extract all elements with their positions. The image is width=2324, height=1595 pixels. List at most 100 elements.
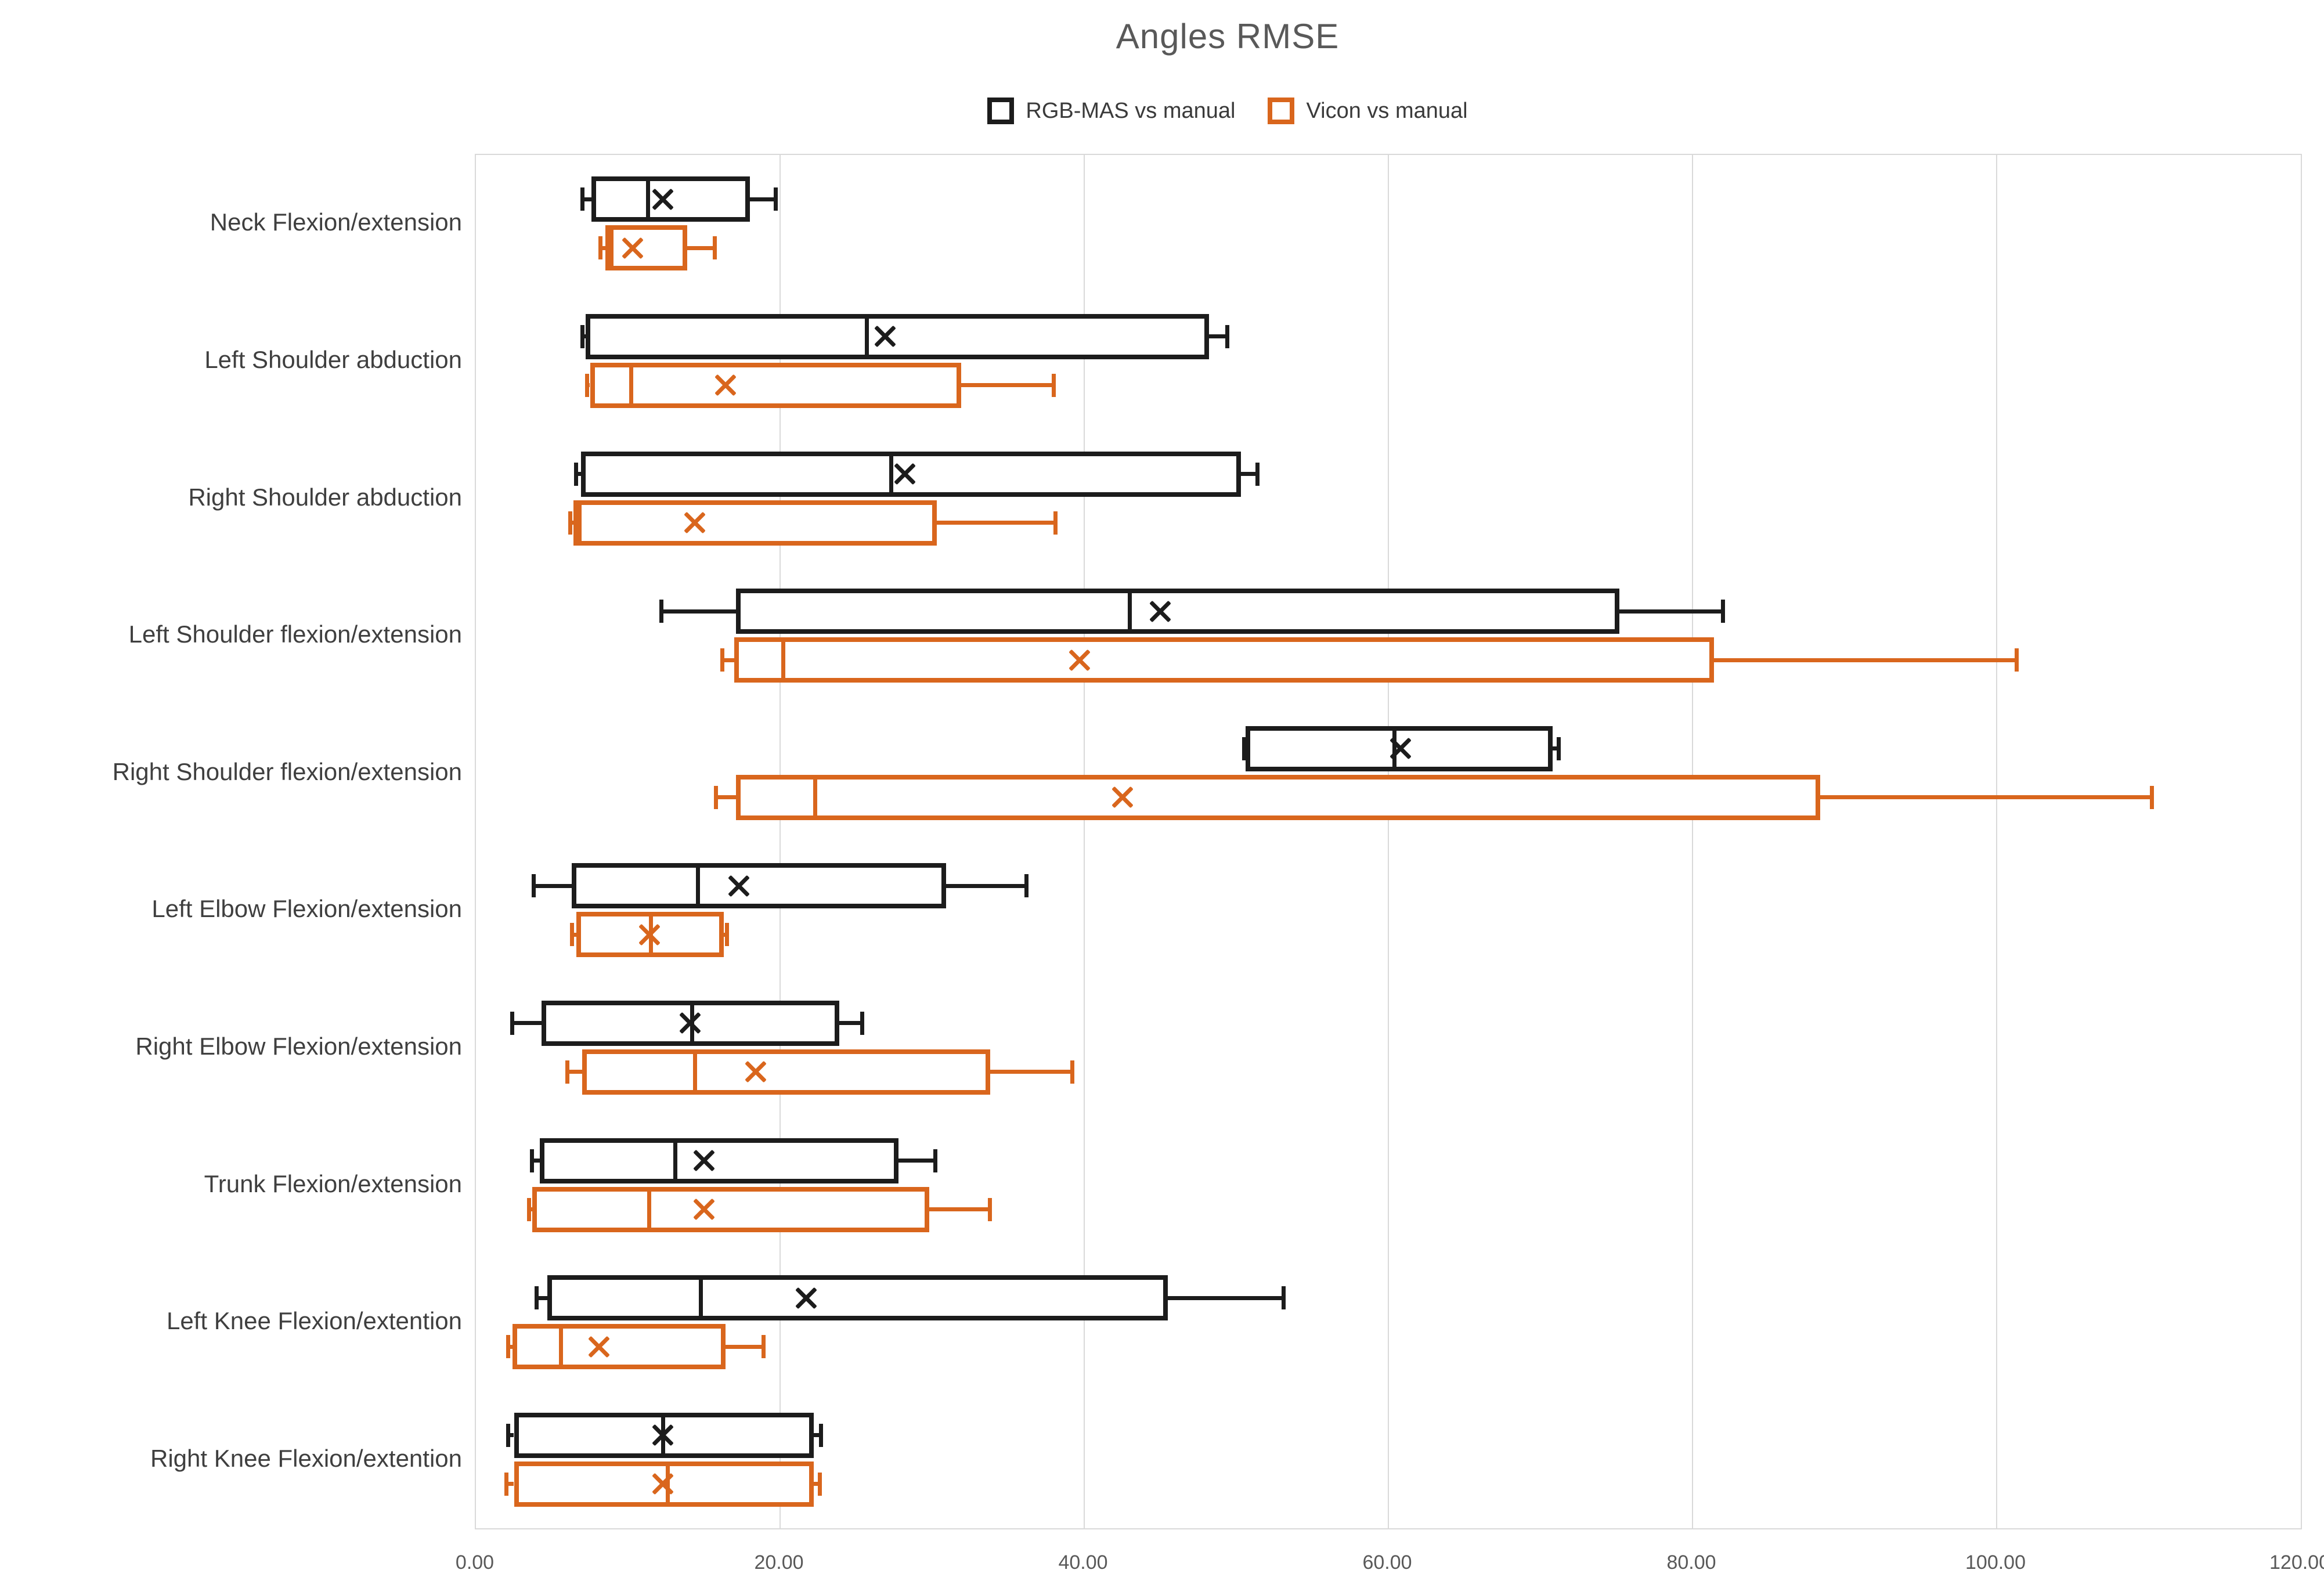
whisker-low-cap	[532, 874, 536, 898]
whisker-high-line	[929, 1207, 990, 1211]
whisker-low-line	[508, 1344, 513, 1349]
mean-marker	[894, 463, 916, 485]
legend-swatch-vicon	[1268, 98, 1295, 124]
whisker-high-line	[1168, 1296, 1284, 1300]
box-rgbmas-row-1	[585, 313, 1209, 359]
whisker-high-line	[990, 1070, 1073, 1074]
whisker-low-line	[512, 1021, 542, 1026]
whisker-low-cap	[506, 1423, 510, 1447]
x-tick-label: 0.00	[455, 1551, 495, 1574]
whisker-high-line	[1713, 658, 2017, 662]
legend-item-rgbmas: RGB-MAS vs manual	[987, 98, 1235, 124]
whisker-high-line	[839, 1021, 863, 1026]
whisker-low-cap	[568, 511, 572, 535]
gridline-x-40	[1084, 155, 1085, 1528]
whisker-low-line	[600, 246, 605, 250]
mean-marker	[874, 326, 896, 348]
whisker-high-line	[749, 197, 776, 201]
whisker-high-line	[1619, 609, 1723, 614]
whisker-low-line	[506, 1482, 514, 1486]
mean-marker	[679, 1012, 701, 1034]
box-vicon-row-6	[582, 1049, 990, 1095]
box-rgbmas-row-2	[580, 451, 1241, 497]
legend-label-rgbmas: RGB-MAS vs manual	[1026, 98, 1236, 123]
category-label: Left Shoulder abduction	[204, 345, 462, 373]
category-label: Neck Flexion/extension	[210, 208, 462, 236]
category-label: Right Elbow Flexion/extension	[135, 1032, 462, 1060]
box-vicon-row-1	[590, 362, 961, 408]
median-line	[577, 500, 582, 546]
whisker-low-line	[533, 883, 572, 888]
legend: RGB-MAS vs manual Vicon vs manual	[357, 98, 2098, 124]
legend-swatch-rgbmas	[987, 98, 1015, 124]
whisker-high-cap	[1024, 874, 1029, 898]
mean-marker	[714, 374, 737, 396]
whisker-high-cap	[1070, 1060, 1074, 1084]
median-line	[629, 362, 633, 408]
mean-marker	[652, 1473, 674, 1495]
mean-marker	[622, 237, 644, 259]
median-line	[864, 313, 869, 359]
whisker-low-cap	[569, 923, 574, 947]
whisker-low-cap	[720, 648, 724, 672]
whisker-high-cap	[819, 1423, 824, 1447]
whisker-high-cap	[1720, 600, 1725, 623]
gridline-x-20	[780, 155, 781, 1528]
whisker-low-cap	[504, 1472, 508, 1496]
gridline-x-60	[1388, 155, 1389, 1528]
box-rgbmas-row-8	[547, 1275, 1168, 1321]
median-line	[1128, 589, 1132, 634]
whisker-high-line	[813, 1482, 820, 1486]
whisker-high-cap	[1255, 462, 1260, 486]
whisker-high-cap	[2149, 785, 2154, 809]
whisker-high-cap	[817, 1472, 822, 1496]
mean-marker	[745, 1061, 767, 1083]
whisker-high-line	[813, 1433, 821, 1438]
whisker-high-cap	[860, 1011, 864, 1035]
whisker-high-cap	[933, 1149, 937, 1172]
whisker-high-line	[1552, 746, 1559, 751]
mean-marker	[1112, 786, 1134, 809]
mean-marker	[652, 1424, 674, 1446]
whisker-low-line	[576, 472, 581, 476]
whisker-low-cap	[598, 236, 603, 260]
median-line	[609, 225, 614, 271]
legend-item-vicon: Vicon vs manual	[1268, 98, 1468, 124]
mean-marker	[1390, 738, 1412, 760]
whisker-high-line	[1820, 795, 2152, 800]
median-line	[673, 1138, 677, 1183]
whisker-low-cap	[1242, 737, 1246, 760]
box-vicon-row-9	[514, 1461, 814, 1507]
whisker-high-cap	[773, 187, 778, 211]
median-line	[645, 176, 650, 222]
whisker-low-cap	[565, 1060, 569, 1084]
box-vicon-row-4	[736, 774, 1821, 820]
whisker-high-line	[898, 1159, 936, 1163]
x-tick-label: 100.00	[1965, 1551, 2026, 1574]
whisker-high-cap	[1281, 1286, 1286, 1310]
box-vicon-row-0	[605, 225, 688, 271]
category-label: Left Knee Flexion/extention	[166, 1307, 462, 1335]
box-vicon-row-2	[573, 500, 937, 546]
whisker-high-cap	[1052, 373, 1056, 397]
whisker-low-cap	[659, 600, 664, 623]
mean-marker	[728, 875, 750, 897]
gridline-x-100	[1996, 155, 1997, 1528]
median-line	[813, 774, 817, 820]
x-tick-label: 60.00	[1362, 1551, 1412, 1574]
whisker-high-line	[936, 521, 1056, 525]
whisker-low-line	[716, 795, 736, 800]
whisker-low-cap	[580, 324, 584, 348]
whisker-high-line	[687, 246, 715, 250]
whisker-high-cap	[1225, 324, 1229, 348]
box-vicon-row-8	[512, 1324, 726, 1370]
whisker-low-line	[532, 1159, 540, 1163]
chart-title: Angles RMSE	[1116, 17, 1340, 56]
whisker-low-line	[567, 1070, 583, 1074]
x-tick-label: 80.00	[1666, 1551, 1716, 1574]
whisker-low-cap	[584, 373, 589, 397]
mean-marker	[638, 923, 661, 946]
whisker-low-line	[722, 658, 735, 662]
box-vicon-row-7	[532, 1186, 929, 1232]
